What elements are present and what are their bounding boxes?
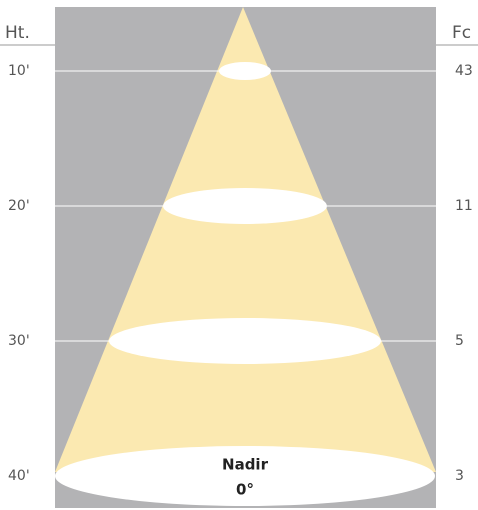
- fc-header: Fc: [452, 23, 471, 43]
- nadir-label: Nadir: [222, 456, 269, 474]
- beam-spot: [219, 62, 271, 80]
- beam-spot: [109, 318, 381, 364]
- fc-label: 43: [455, 63, 473, 79]
- fc-label: 5: [455, 333, 464, 349]
- beam-spot: [163, 188, 327, 224]
- beam-spot: [55, 446, 435, 506]
- height-header: Ht.: [5, 23, 30, 43]
- height-label: 10': [8, 63, 30, 79]
- fc-label: 11: [455, 198, 473, 214]
- height-label: 20': [8, 198, 30, 214]
- nadir-angle: 0°: [236, 481, 254, 499]
- fc-label: 3: [455, 468, 464, 484]
- height-label: 40': [8, 468, 30, 484]
- height-label: 30': [8, 333, 30, 349]
